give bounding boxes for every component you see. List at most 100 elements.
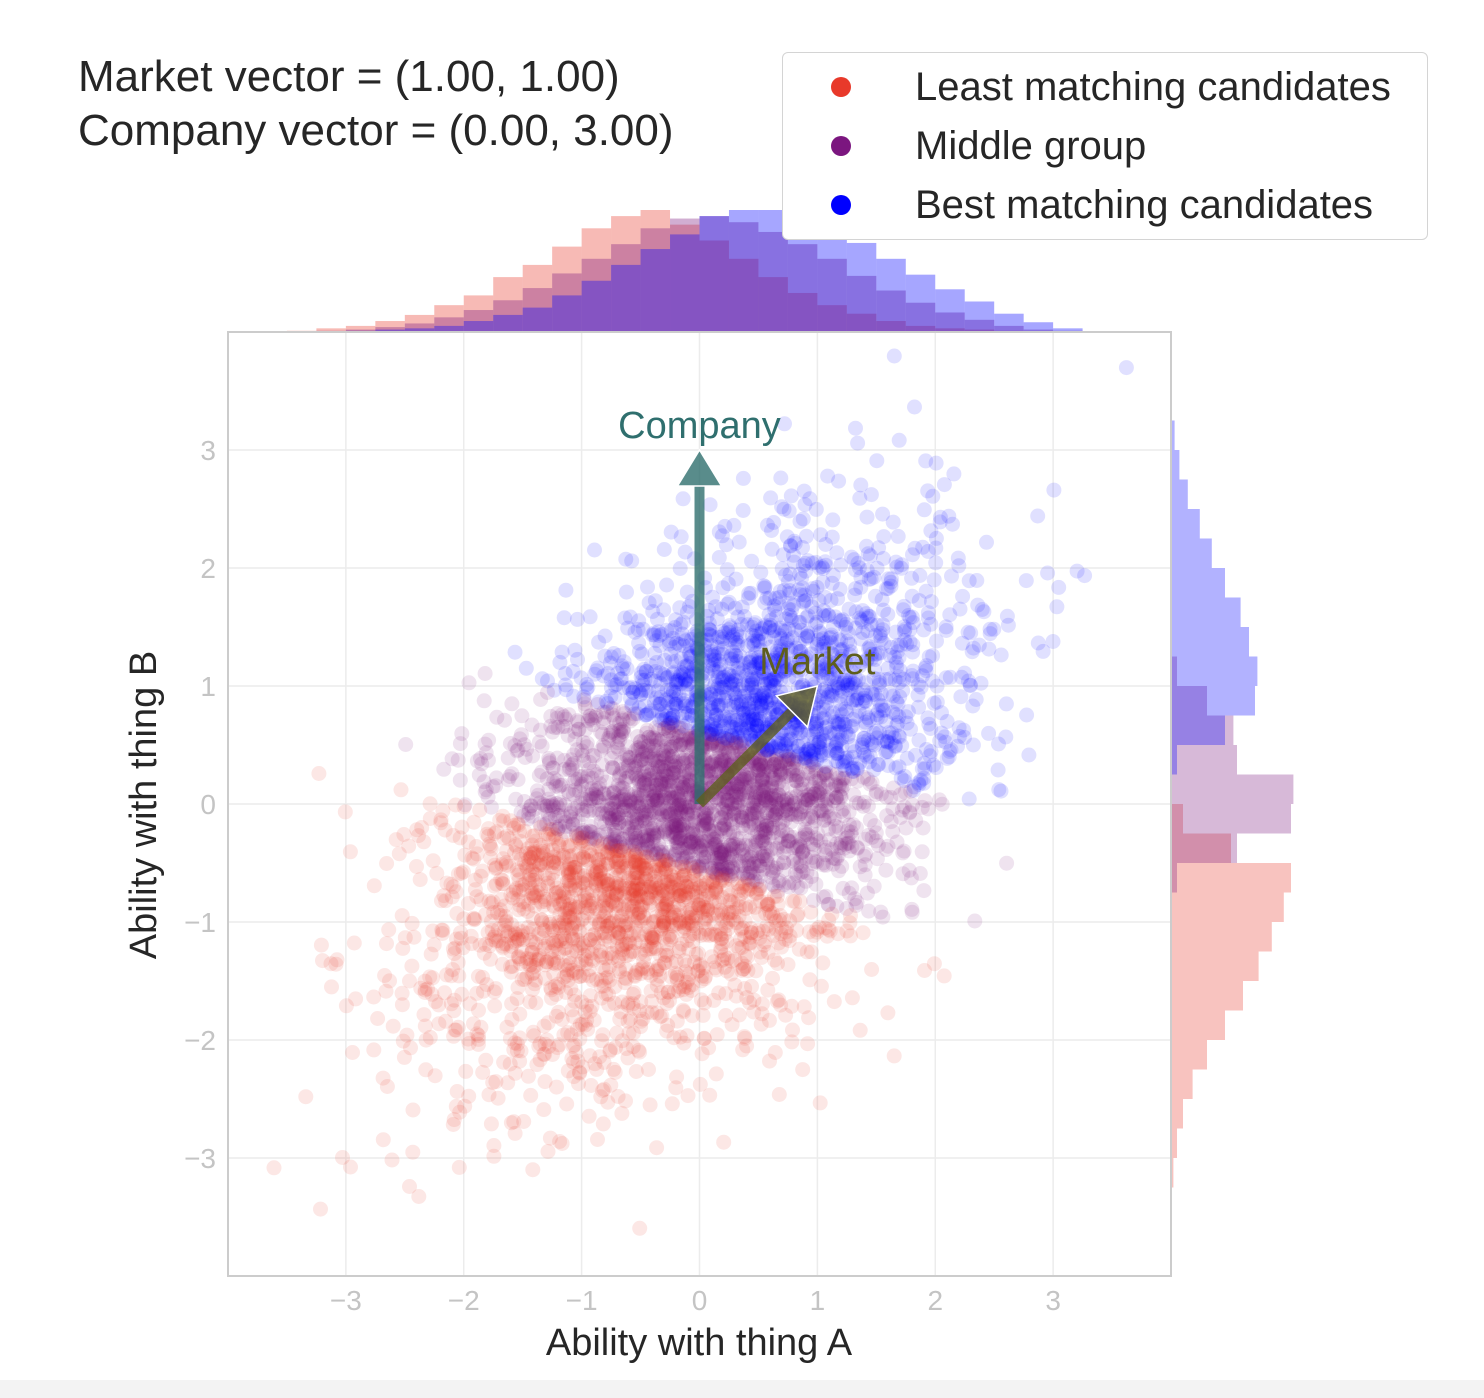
marginal-y-bar-best bbox=[1171, 597, 1241, 627]
point-middle bbox=[674, 804, 690, 820]
point-least bbox=[366, 878, 382, 894]
point-least bbox=[638, 861, 654, 877]
point-best bbox=[844, 695, 859, 710]
marginal-x-bar-least bbox=[463, 295, 494, 332]
marginal-y-bar-best bbox=[1171, 715, 1225, 745]
point-middle bbox=[879, 808, 895, 824]
point-middle bbox=[683, 834, 699, 850]
point-middle bbox=[630, 790, 646, 806]
point-best bbox=[610, 665, 625, 681]
point-middle bbox=[680, 803, 696, 818]
point-least bbox=[487, 927, 503, 943]
point-middle bbox=[749, 797, 765, 813]
point-middle bbox=[627, 841, 643, 857]
point-best bbox=[662, 711, 678, 727]
point-least bbox=[446, 946, 462, 961]
point-least bbox=[518, 846, 534, 861]
point-least bbox=[606, 1061, 622, 1077]
point-least bbox=[633, 913, 648, 929]
point-best bbox=[817, 651, 833, 667]
marginal-x-bar-best bbox=[1053, 328, 1083, 332]
point-middle bbox=[800, 826, 815, 842]
point-middle bbox=[630, 740, 646, 756]
point-least bbox=[696, 914, 712, 930]
point-best bbox=[856, 730, 872, 746]
point-least bbox=[593, 972, 609, 988]
point-best bbox=[766, 515, 782, 530]
point-least bbox=[466, 910, 481, 926]
point-middle bbox=[715, 821, 730, 836]
point-best bbox=[960, 624, 976, 640]
point-least bbox=[345, 1045, 360, 1060]
point-best bbox=[883, 574, 899, 590]
point-least bbox=[815, 955, 831, 971]
point-best bbox=[923, 744, 939, 759]
point-middle bbox=[689, 830, 705, 846]
point-middle bbox=[893, 810, 908, 825]
point-middle bbox=[790, 767, 806, 783]
point-best bbox=[807, 617, 823, 633]
point-middle bbox=[818, 839, 834, 855]
point-best bbox=[745, 673, 761, 689]
point-least bbox=[692, 1076, 708, 1092]
point-middle bbox=[793, 859, 809, 875]
point-least bbox=[580, 1022, 595, 1037]
point-middle bbox=[556, 808, 571, 824]
point-least bbox=[523, 1087, 539, 1103]
point-middle bbox=[640, 837, 656, 853]
point-least bbox=[520, 1068, 536, 1084]
marginal-x-bar-best bbox=[522, 307, 553, 332]
point-middle bbox=[514, 708, 530, 724]
point-best bbox=[1077, 568, 1093, 584]
point-least bbox=[602, 892, 618, 908]
point-least bbox=[625, 996, 641, 1012]
point-least bbox=[583, 1078, 599, 1093]
point-middle bbox=[759, 805, 775, 821]
point-least bbox=[507, 935, 523, 950]
point-least bbox=[540, 875, 556, 891]
marginal-x-bar-best bbox=[994, 313, 1024, 332]
point-middle bbox=[731, 781, 747, 797]
point-best bbox=[892, 662, 908, 678]
point-least bbox=[458, 1063, 474, 1079]
point-best bbox=[875, 617, 891, 633]
point-middle bbox=[572, 784, 587, 799]
point-best bbox=[762, 675, 778, 691]
point-least bbox=[886, 1048, 902, 1064]
marginal-x-bar-middle bbox=[611, 244, 641, 332]
point-least bbox=[582, 932, 598, 948]
point-middle bbox=[764, 803, 780, 819]
point-best bbox=[786, 597, 801, 613]
point-least bbox=[643, 983, 659, 999]
marginal-x-bar-best bbox=[964, 301, 995, 332]
marginal-x-bar-middle bbox=[640, 228, 671, 332]
point-least bbox=[548, 1008, 564, 1024]
point-middle bbox=[725, 788, 741, 804]
point-best bbox=[929, 694, 945, 710]
point-best bbox=[729, 669, 744, 685]
point-best bbox=[729, 717, 745, 733]
point-middle bbox=[566, 801, 582, 817]
point-middle bbox=[727, 836, 743, 852]
point-least bbox=[601, 885, 617, 901]
point-least bbox=[527, 828, 542, 844]
point-middle bbox=[589, 833, 605, 848]
point-least bbox=[822, 923, 838, 939]
point-best bbox=[730, 622, 746, 638]
point-middle bbox=[602, 836, 618, 852]
point-middle bbox=[536, 797, 552, 813]
point-middle bbox=[809, 783, 825, 799]
point-best bbox=[829, 746, 845, 762]
point-least bbox=[366, 1042, 382, 1058]
point-best bbox=[869, 453, 885, 469]
point-middle bbox=[873, 786, 889, 802]
point-least bbox=[614, 994, 630, 1010]
point-least bbox=[660, 984, 676, 1000]
point-best bbox=[956, 722, 972, 738]
point-best bbox=[835, 754, 851, 770]
point-least bbox=[784, 998, 800, 1014]
point-middle bbox=[539, 816, 555, 832]
point-middle bbox=[735, 866, 751, 882]
point-middle bbox=[816, 857, 831, 873]
point-least bbox=[385, 1018, 401, 1034]
